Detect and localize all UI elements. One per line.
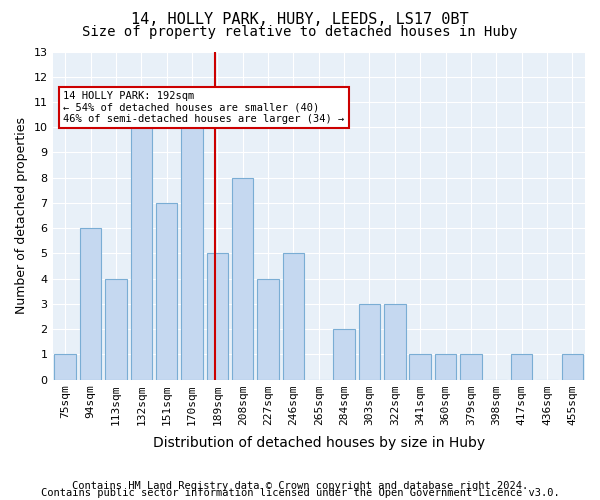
Bar	[257, 278, 279, 380]
Bar	[283, 254, 304, 380]
Bar	[156, 203, 178, 380]
Text: 14 HOLLY PARK: 192sqm
← 54% of detached houses are smaller (40)
46% of semi-deta: 14 HOLLY PARK: 192sqm ← 54% of detached …	[63, 91, 344, 124]
Text: 14, HOLLY PARK, HUBY, LEEDS, LS17 0BT: 14, HOLLY PARK, HUBY, LEEDS, LS17 0BT	[131, 12, 469, 28]
Bar	[435, 354, 457, 380]
Bar	[131, 102, 152, 380]
Bar	[181, 127, 203, 380]
Bar	[460, 354, 482, 380]
Bar	[105, 278, 127, 380]
Bar	[232, 178, 253, 380]
Bar	[206, 254, 228, 380]
Bar	[562, 354, 583, 380]
Text: Size of property relative to detached houses in Huby: Size of property relative to detached ho…	[82, 25, 518, 39]
Bar	[511, 354, 532, 380]
Y-axis label: Number of detached properties: Number of detached properties	[15, 117, 28, 314]
X-axis label: Distribution of detached houses by size in Huby: Distribution of detached houses by size …	[153, 436, 485, 450]
Bar	[409, 354, 431, 380]
Bar	[359, 304, 380, 380]
Bar	[80, 228, 101, 380]
Bar	[334, 329, 355, 380]
Bar	[384, 304, 406, 380]
Bar	[55, 354, 76, 380]
Text: Contains HM Land Registry data © Crown copyright and database right 2024.: Contains HM Land Registry data © Crown c…	[72, 481, 528, 491]
Text: Contains public sector information licensed under the Open Government Licence v3: Contains public sector information licen…	[41, 488, 559, 498]
